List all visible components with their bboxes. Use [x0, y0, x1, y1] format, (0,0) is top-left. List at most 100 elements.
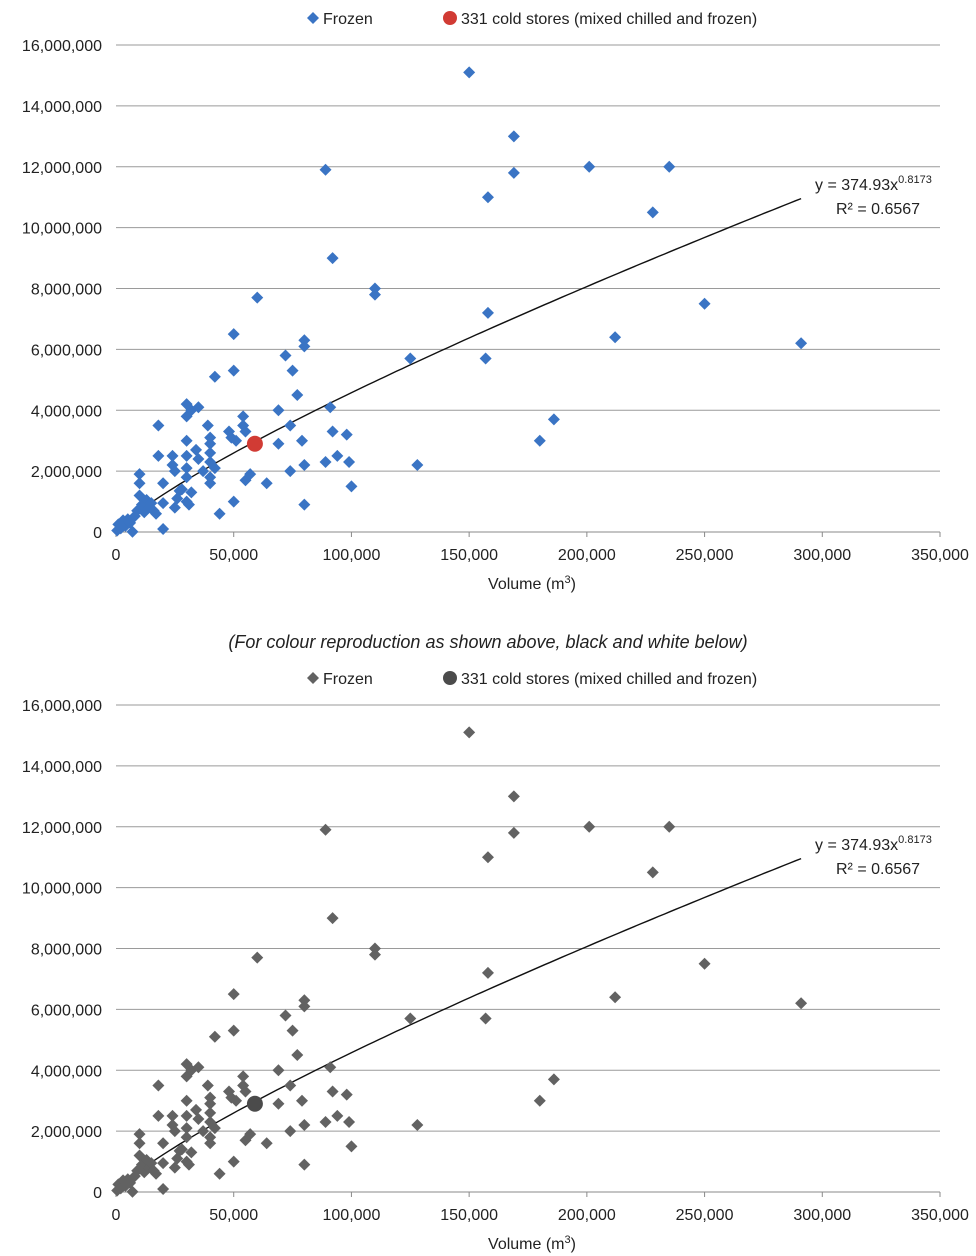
legend: Frozen 331 cold stores (mixed chilled and…: [307, 11, 757, 28]
data-point-frozen: [204, 477, 217, 490]
data-point-frozen: [291, 1049, 304, 1062]
data-point-frozen: [272, 404, 285, 417]
legend-marker-frozen: [307, 12, 319, 24]
data-point-frozen: [272, 1064, 285, 1077]
data-point-frozen: [404, 352, 417, 365]
data-point-frozen: [533, 1094, 546, 1107]
y-tick-label: 8,000,000: [31, 282, 102, 299]
data-point-frozen: [319, 823, 332, 836]
data-point-frozen: [324, 401, 337, 414]
data-point-frozen: [583, 160, 596, 173]
plot-grid: [115, 704, 941, 1197]
data-point-frozen: [298, 1000, 311, 1013]
y-tick-label: 16,000,000: [22, 38, 102, 55]
data-point-frozen: [481, 966, 494, 979]
data-point-frozen: [481, 851, 494, 864]
data-point-frozen: [150, 507, 163, 520]
scatter-chart-colour: 0 2,000,000 4,000,000 6,000,000 8,000,000 10,…: [22, 11, 969, 593]
legend-label-331-cold-stores: 331 cold stores (mixed chilled and froze…: [461, 671, 757, 688]
x-tick-label: 350,000: [911, 547, 969, 564]
x-axis-title: Volume (m3): [488, 1234, 576, 1253]
data-point-frozen: [244, 468, 257, 481]
x-tick-label: 150,000: [440, 1207, 498, 1224]
x-tick-label: 300,000: [793, 547, 851, 564]
data-point-frozen: [481, 306, 494, 319]
data-point-frozen: [157, 1137, 170, 1150]
data-point-frozen: [157, 497, 170, 510]
data-point-frozen: [368, 948, 381, 961]
data-point-frozen: [295, 434, 308, 447]
data-point-frozen: [230, 434, 243, 447]
data-point-frozen: [227, 1024, 240, 1037]
legend-label-frozen: Frozen: [323, 671, 373, 688]
data-point-frozen: [298, 994, 311, 1007]
data-point-frozen: [168, 1161, 181, 1174]
data-point-frozen: [298, 340, 311, 353]
legend-marker-331-cold-stores: [443, 671, 457, 685]
x-tick-label: 200,000: [558, 1207, 616, 1224]
y-tick-labels: 0 2,000,000 4,000,000 6,000,000 8,000,000 10,…: [22, 38, 102, 542]
data-point-frozen: [345, 480, 358, 493]
data-point-frozen: [411, 459, 424, 472]
data-point-frozen: [279, 1009, 292, 1022]
data-point-frozen: [152, 449, 165, 462]
data-point-frozen: [150, 1167, 163, 1180]
data-point-frozen: [326, 912, 339, 925]
data-point-frozen: [343, 1115, 356, 1128]
x-tick-label: 50,000: [209, 547, 258, 564]
data-point-frozen: [284, 419, 297, 432]
data-points: [111, 66, 808, 538]
data-point-frozen: [227, 1155, 240, 1168]
data-point-frozen: [133, 1137, 146, 1150]
x-tick-label: 100,000: [323, 547, 381, 564]
data-point-frozen: [204, 1091, 217, 1104]
data-point-frozen: [126, 525, 139, 538]
data-point-frozen: [208, 1122, 221, 1135]
data-point-frozen: [331, 449, 344, 462]
data-point-frozen: [192, 1061, 205, 1074]
data-point-frozen: [463, 66, 476, 79]
data-point-frozen: [319, 163, 332, 176]
x-axis-title: Volume (m3): [488, 574, 576, 593]
x-tick-label: 250,000: [676, 547, 734, 564]
data-point-frozen: [227, 988, 240, 1001]
data-point-frozen: [507, 166, 520, 179]
data-point-frozen: [239, 1085, 252, 1098]
data-point-frozen: [284, 1125, 297, 1138]
data-point-frozen: [213, 507, 226, 520]
x-tick-label: 50,000: [209, 1207, 258, 1224]
data-point-frozen: [138, 1166, 151, 1179]
data-point-frozen: [343, 455, 356, 468]
y-tick-label: 0: [93, 1185, 102, 1202]
r-squared-label: R² = 0.6567: [836, 201, 920, 218]
data-point-frozen: [298, 334, 311, 347]
data-point-frozen: [795, 337, 808, 350]
x-tick-label: 100,000: [323, 1207, 381, 1224]
y-tick-label: 2,000,000: [31, 464, 102, 481]
data-point-frozen: [404, 1012, 417, 1025]
data-point-frozen: [609, 991, 622, 1004]
data-point-frozen: [180, 1131, 193, 1144]
data-point-frozen: [204, 1097, 217, 1110]
data-point-frozen: [180, 434, 193, 447]
data-point-frozen: [157, 522, 170, 535]
trend-equation-label: y = 374.93x0.8173: [815, 834, 932, 854]
data-point-frozen: [157, 1157, 170, 1170]
data-point-frozen: [479, 352, 492, 365]
y-tick-label: 6,000,000: [31, 1002, 102, 1019]
data-point-frozen: [345, 1140, 358, 1153]
legend: Frozen 331 cold stores (mixed chilled and…: [307, 671, 757, 688]
data-point-frozen: [152, 419, 165, 432]
data-point-frozen: [368, 282, 381, 295]
data-point-frozen: [201, 1079, 214, 1092]
data-point-frozen: [260, 1137, 273, 1150]
y-tick-label: 14,000,000: [22, 99, 102, 116]
data-point-frozen: [227, 364, 240, 377]
data-point-frozen: [795, 997, 808, 1010]
data-point-frozen: [324, 1061, 337, 1074]
x-tick-label: 350,000: [911, 1207, 969, 1224]
data-point-frozen: [192, 452, 205, 465]
y-tick-label: 14,000,000: [22, 759, 102, 776]
data-point-frozen: [133, 1128, 146, 1141]
data-point-frozen: [185, 486, 198, 499]
